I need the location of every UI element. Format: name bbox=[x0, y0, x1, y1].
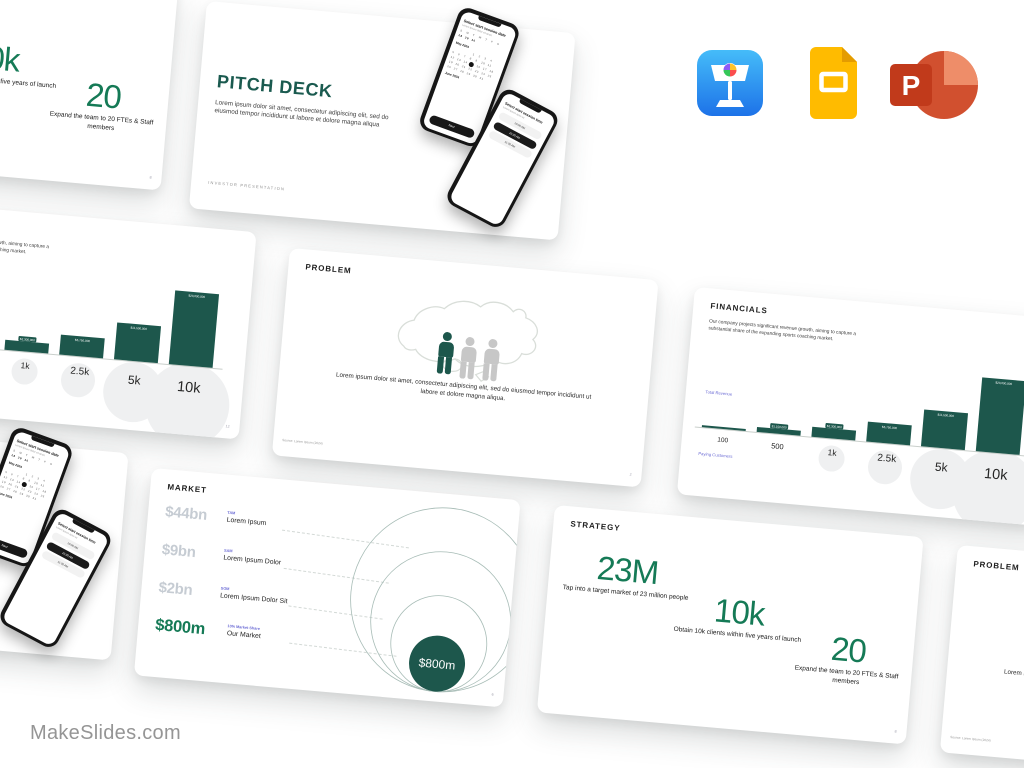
bar: $23,000,000 bbox=[975, 377, 1024, 455]
x-tick-label: 5k bbox=[934, 459, 949, 475]
slide-body-text: Lorem ipsum dolor sit amet, consectetur … bbox=[1003, 668, 1024, 698]
powerpoint-letter: P bbox=[902, 70, 921, 101]
market-bubble bbox=[409, 635, 466, 692]
x-tick-label: 500 bbox=[770, 441, 785, 452]
nested-market-circles: $800m bbox=[350, 507, 521, 693]
x-tick-label: 2.5k bbox=[69, 365, 90, 379]
bar-value: $2,300,000 bbox=[825, 422, 844, 430]
google-slides-icon[interactable] bbox=[810, 47, 857, 124]
x-axis-label: Paying Customers bbox=[698, 450, 733, 459]
x-tick-label: 5k bbox=[127, 372, 142, 388]
bar-value: $5,750,000 bbox=[880, 423, 899, 431]
bar-value: $11,500,000 bbox=[935, 411, 956, 419]
bar: $11,500,000 bbox=[920, 409, 969, 451]
slide-body-text: Our company projects significant revenue… bbox=[0, 232, 50, 255]
bar-value: $2,300,000 bbox=[18, 335, 37, 343]
x-tick-label: 2.5k bbox=[876, 452, 897, 466]
slide-card-market[interactable]: MARKET $44bn TAM Lorem Ipsum $9bn SAM Lore… bbox=[133, 468, 521, 708]
bar-value: $5,750,000 bbox=[73, 336, 92, 344]
slide-body-text: Our company projects significant revenue… bbox=[708, 319, 857, 342]
slide-body-text: Lorem ipsum dolor sit amet, consectetur … bbox=[214, 99, 389, 129]
slide-title: STRATEGY bbox=[570, 519, 621, 533]
slide-title: FINANCIALS bbox=[710, 301, 769, 316]
stat-block: 20 Expand the team to 20 FTEs & Staff me… bbox=[780, 627, 916, 692]
market-row: $2bn SOM Lorem Ipsum Dolor Sit bbox=[157, 579, 288, 605]
source-note: Source: Lorem Ipsum (2024) bbox=[282, 438, 323, 446]
bar-value: $1,150,000 bbox=[769, 423, 789, 430]
bar: $2,300,000 bbox=[4, 335, 50, 354]
keynote-icon[interactable] bbox=[697, 50, 763, 121]
page-number: 6 bbox=[491, 692, 494, 697]
bar: $11,500,000 bbox=[113, 322, 162, 364]
market-row: $800m 10% Market Share Our Market bbox=[154, 615, 262, 640]
x-tick-label: 1k bbox=[20, 360, 31, 371]
page-number: 8 bbox=[894, 729, 897, 734]
x-tick-label: 1k bbox=[827, 447, 838, 458]
slide-card-financials[interactable]: FINANCIALS Our company projects signific… bbox=[0, 200, 257, 440]
slide-footer: INVESTOR PRESENTATION bbox=[207, 179, 286, 192]
bar-value: $11,500,000 bbox=[128, 324, 149, 332]
bar: $23,000,000 bbox=[168, 290, 220, 368]
market-row: $9bn SAM Lorem Ipsum Dolor bbox=[161, 541, 281, 566]
slide-card-problem[interactable]: PROBLEM Lorem ipsum dolor sit amet, cons… bbox=[939, 545, 1024, 768]
bar: $5,750,000 bbox=[866, 421, 912, 446]
slide-title: MARKET bbox=[167, 482, 208, 495]
x-tick-label: 100 bbox=[717, 436, 729, 445]
slide-card-problem[interactable]: PROBLEM Lorem ipsum dolor sit amet, cons… bbox=[271, 248, 659, 488]
x-tick-label: 10k bbox=[176, 378, 202, 397]
y-axis-label: Total Revenue bbox=[705, 389, 733, 397]
x-tick-label: 10k bbox=[983, 465, 1009, 484]
powerpoint-icon[interactable]: P bbox=[890, 49, 982, 126]
market-bubble-label: $800m bbox=[418, 656, 456, 673]
slide-card-financials[interactable]: FINANCIALS Our company projects signific… bbox=[676, 287, 1024, 527]
slide-card-strategy[interactable]: STRATEGY 23M Tap into a target market of… bbox=[0, 0, 179, 191]
market-value: $44bn bbox=[164, 503, 208, 524]
stat-block: 20 Expand the team to 20 FTEs & Staff me… bbox=[35, 73, 171, 138]
bar-value: $23,000,000 bbox=[186, 292, 207, 300]
market-row: $44bn TAM Lorem Ipsum bbox=[164, 503, 266, 526]
slide-title: PROBLEM bbox=[305, 262, 352, 276]
slide-card-cover[interactable]: PITCH DECK Lorem ipsum dolor sit amet, c… bbox=[0, 421, 129, 661]
market-value: $800m bbox=[154, 615, 206, 639]
slide-title: PROBLEM bbox=[973, 559, 1020, 573]
slide-card-cover[interactable]: PITCH DECK Lorem ipsum dolor sit amet, c… bbox=[188, 1, 576, 241]
slide-title: PITCH DECK bbox=[216, 71, 334, 102]
market-value: $2bn bbox=[157, 579, 194, 599]
bar-value: $23,000,000 bbox=[993, 379, 1014, 387]
next-button: Next bbox=[0, 533, 29, 559]
page-number: 8 bbox=[149, 175, 152, 180]
slide-card-strategy[interactable]: STRATEGY 23M Tap into a target market of… bbox=[536, 505, 924, 745]
bar: $2,300,000 bbox=[811, 422, 857, 441]
market-value: $9bn bbox=[161, 541, 197, 562]
page-number: 12 bbox=[225, 424, 230, 429]
page-number: 2 bbox=[629, 472, 632, 477]
bar: $5,750,000 bbox=[59, 334, 105, 359]
chart-axis bbox=[694, 426, 1024, 457]
source-note: Source: Lorem Ipsum (2024) bbox=[950, 735, 991, 743]
site-watermark: MakeSlides.com bbox=[30, 722, 181, 744]
next-button: Next bbox=[427, 113, 476, 139]
